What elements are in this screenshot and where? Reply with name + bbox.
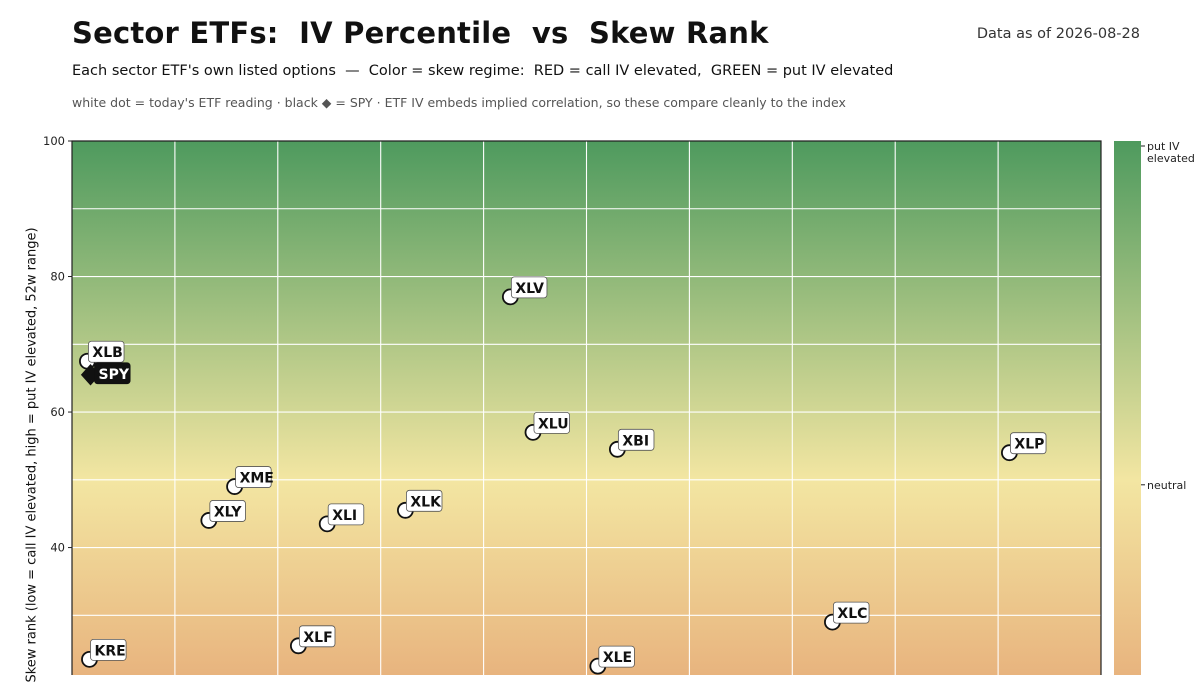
point-xlp-label-box [1010, 432, 1047, 455]
point-kre-label-box [90, 638, 127, 661]
point-kre-label: KRE [94, 643, 125, 659]
point-xlk-label: XLK [410, 494, 442, 510]
chart-title: Sector ETFs: IV Percentile vs Skew Rank [72, 16, 769, 50]
point-xlv-label: XLV [515, 281, 544, 297]
point-xlc-label: XLC [837, 606, 867, 622]
point-xme-label: XME [240, 471, 274, 487]
point-xbi-label: XBI [622, 433, 649, 449]
point-xlb-label-box [88, 340, 125, 363]
point-xlb-label: XLB [92, 345, 122, 361]
point-xlu-label-box [533, 411, 570, 434]
point-xlp-label: XLP [1014, 437, 1044, 453]
y-tick-label: 100 [43, 134, 65, 148]
chart-subtitle: Each sector ETF's own listed options — C… [72, 63, 894, 79]
point-xly-label-box [209, 500, 246, 522]
point-xbi-label-box [617, 428, 655, 451]
data-date: Data as of 2026-08-28 [976, 26, 1140, 42]
point-xlu-label: XLU [538, 416, 569, 432]
y-tick-label: 60 [50, 405, 65, 419]
spy-label: SPY [99, 367, 130, 383]
point-xle-label-box [598, 645, 635, 668]
spy-label-box [94, 362, 131, 385]
point-xme-label-box [235, 466, 272, 488]
point-xli-label: XLI [332, 508, 357, 524]
point-xle-label: XLE [603, 650, 632, 666]
point-xly-label: XLY [214, 504, 243, 520]
point-xli-label-box [327, 503, 365, 526]
colorbar-label-neutral: neutral [1147, 479, 1186, 492]
point-xlf-label-box [298, 625, 336, 648]
plot-frame [71, 140, 1102, 675]
point-xlv-label-box [510, 276, 548, 299]
colorbar-label-put-iv-elevated: put IV elevated [1147, 140, 1195, 165]
colorbar [1114, 141, 1141, 675]
point-xlc-label-box [833, 601, 870, 624]
y-tick-label: 80 [50, 270, 65, 284]
legend-note: white dot = today's ETF reading · black … [72, 95, 846, 110]
y-tick-label: 40 [50, 541, 65, 555]
point-xlk-label-box [405, 489, 443, 512]
point-xlf-label: XLF [303, 630, 332, 646]
